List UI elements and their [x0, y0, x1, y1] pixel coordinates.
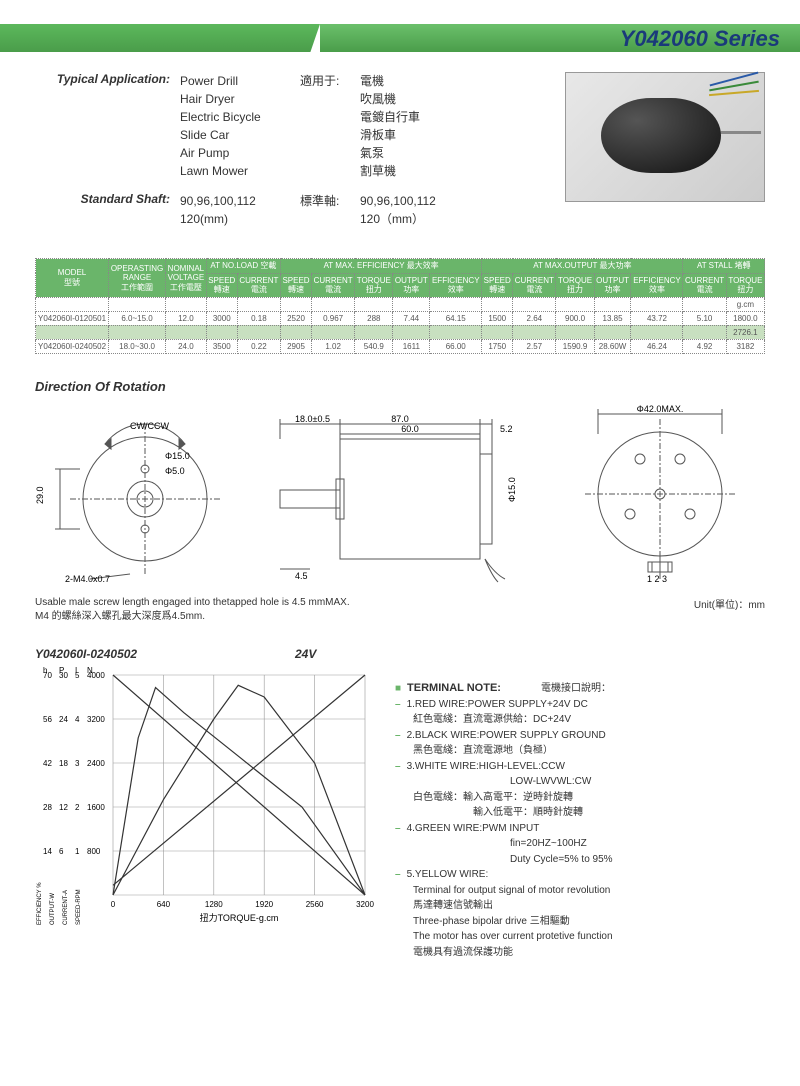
svg-text:29.0: 29.0 — [35, 486, 45, 504]
shaft-en: 90,96,100,112 120(mm) — [180, 192, 300, 228]
svg-text:2-M4.0x0.7: 2-M4.0x0.7 — [65, 574, 110, 584]
drawing-back: Φ42.0MAX. 1 2 3 — [565, 404, 765, 584]
shaft-cn: 90,96,100,112 120（mm） — [360, 192, 470, 228]
svg-text:18.0±0.5: 18.0±0.5 — [295, 414, 330, 424]
svg-text:60.0: 60.0 — [401, 424, 419, 434]
svg-text:1600: 1600 — [87, 803, 105, 812]
app-label-cn: 適用于: — [300, 72, 360, 180]
svg-text:2560: 2560 — [306, 900, 324, 909]
svg-text:CW/CCW: CW/CCW — [130, 421, 169, 431]
svg-text:h: h — [43, 666, 47, 675]
application-section: Typical Application: Power Drill Hair Dr… — [35, 72, 765, 240]
spec-table: MODEL 型號 OPERASTING RANGE 工作範圍 NOMINAL V… — [35, 258, 765, 354]
th-stall: AT STALL 堵轉 — [683, 259, 765, 274]
svg-text:CURRENT-A: CURRENT-A — [63, 890, 69, 925]
th-maxout: AT MAX.OUTPUT 最大功率 — [482, 259, 683, 274]
title-notch — [0, 24, 320, 52]
svg-text:0: 0 — [111, 900, 116, 909]
svg-text:Φ5.0: Φ5.0 — [165, 466, 185, 476]
svg-text:87.0: 87.0 — [391, 414, 409, 424]
th-maxeff: AT MAX. EFFICIENCY 最大效率 — [281, 259, 482, 274]
th-range: OPERASTING RANGE 工作範圍 — [109, 259, 166, 298]
svg-text:56: 56 — [43, 715, 52, 724]
mechanical-drawings: CW/CCW 29.0 Φ15.0 Φ5.0 2-M4.0x0.7 — [35, 404, 765, 584]
performance-chart-box: 24V Y042060I-0240502 7030540005624432004… — [35, 642, 375, 961]
series-title: Y042060 Series — [320, 24, 800, 52]
svg-text:2: 2 — [75, 803, 80, 812]
svg-text:扭力TORQUE-g.cm: 扭力TORQUE-g.cm — [200, 912, 279, 923]
th-voltage: NOMINAL VOLTAGE 工作電壓 — [166, 259, 207, 298]
app-list-cn: 電機 吹風機 電鍍自行車 滑板車 氣泵 割草機 — [360, 72, 470, 180]
performance-chart: 7030540005624432004218324002812216001461… — [35, 665, 375, 935]
app-list-en: Power Drill Hair Dryer Electric Bicycle … — [180, 72, 300, 180]
svg-text:2400: 2400 — [87, 759, 105, 768]
rotation-title: Direction Of Rotation — [35, 379, 765, 394]
svg-text:OUTPUT-W: OUTPUT-W — [50, 892, 56, 924]
svg-text:28: 28 — [43, 803, 52, 812]
svg-text:1: 1 — [75, 847, 80, 856]
svg-text:I: I — [75, 666, 77, 675]
svg-text:1280: 1280 — [205, 900, 223, 909]
shaft-label-cn: 標準軸: — [300, 192, 360, 228]
title-bar: Y042060 Series — [0, 24, 800, 52]
svg-text:18: 18 — [59, 759, 68, 768]
svg-text:N: N — [87, 666, 93, 675]
th-model: MODEL 型號 — [36, 259, 109, 298]
usable-note: Usable male screw length engaged into th… — [35, 596, 765, 624]
svg-text:24: 24 — [59, 715, 68, 724]
svg-text:3200: 3200 — [87, 715, 105, 724]
svg-text:5.2: 5.2 — [500, 424, 513, 434]
svg-text:6: 6 — [59, 847, 64, 856]
svg-text:42: 42 — [43, 759, 52, 768]
svg-text:1920: 1920 — [255, 900, 273, 909]
chart-model: Y042060I-0240502 — [35, 647, 375, 661]
svg-text:4.5: 4.5 — [295, 571, 308, 581]
shaft-label: Standard Shaft: — [35, 192, 180, 228]
svg-text:3: 3 — [75, 759, 80, 768]
usable-cn: M4 的螺絲深入螺孔最大深度爲4.5mm. — [35, 610, 350, 624]
drawing-side: 18.0±0.5 87.0 60.0 5.2 4.5 Φ15.0 — [270, 404, 530, 584]
svg-text:640: 640 — [157, 900, 171, 909]
svg-text:Φ15.0: Φ15.0 — [507, 477, 517, 502]
svg-text:12: 12 — [59, 803, 68, 812]
typical-app-label: Typical Application: — [35, 72, 180, 180]
svg-text:800: 800 — [87, 847, 101, 856]
svg-text:SPEED-RPM: SPEED-RPM — [76, 889, 82, 925]
usable-en: Usable male screw length engaged into th… — [35, 596, 350, 610]
svg-text:14: 14 — [43, 847, 52, 856]
svg-text:Φ15.0: Φ15.0 — [165, 451, 190, 461]
motor-photo — [565, 72, 765, 202]
svg-text:P: P — [59, 666, 64, 675]
svg-text:4: 4 — [75, 715, 80, 724]
svg-text:EFFICIENCY %: EFFICIENCY % — [37, 882, 43, 925]
terminal-notes: ■TERMINAL NOTE:電機接口說明： –1.RED WIRE:POWER… — [395, 642, 765, 961]
th-noload: AT NO.LOAD 空載 — [206, 259, 280, 274]
svg-text:Φ42.0MAX.: Φ42.0MAX. — [637, 404, 684, 414]
chart-voltage: 24V — [295, 647, 316, 661]
svg-text:1 2 3: 1 2 3 — [647, 574, 667, 584]
unit-label: Unit(單位)：mm — [694, 596, 765, 624]
svg-text:3200: 3200 — [356, 900, 374, 909]
drawing-front: CW/CCW 29.0 Φ15.0 Φ5.0 2-M4.0x0.7 — [35, 404, 235, 584]
